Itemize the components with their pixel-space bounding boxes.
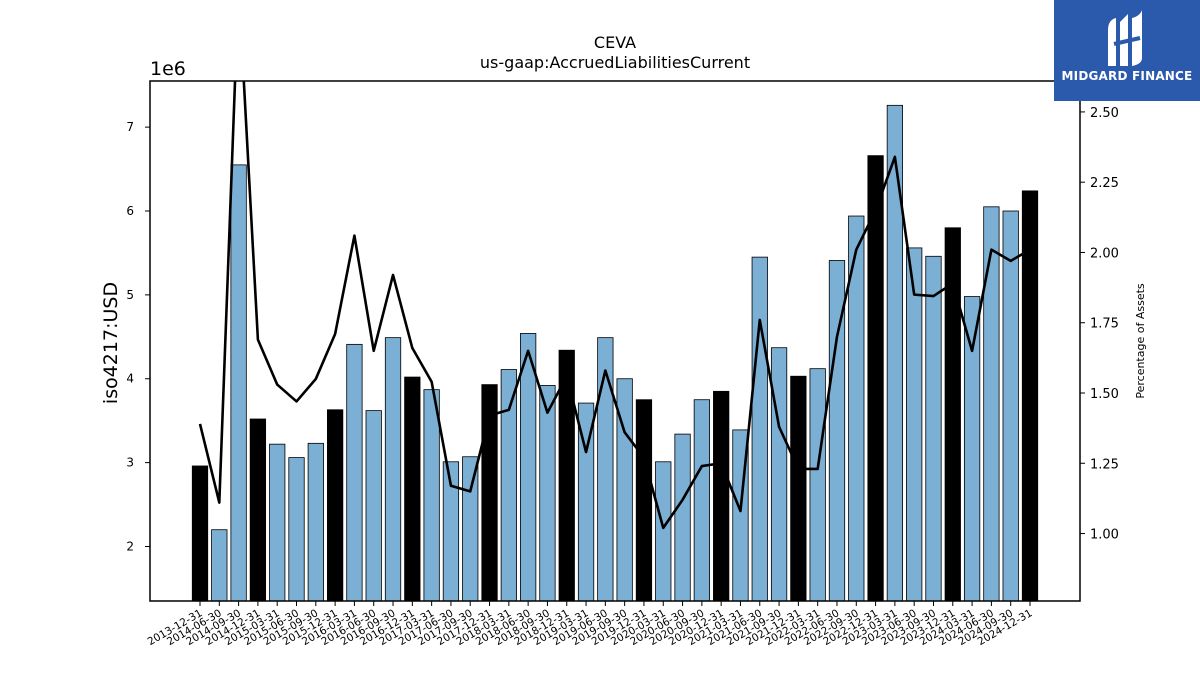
- bar-2023-09-30: [925, 255, 942, 601]
- bar-2015-12-31: [326, 409, 344, 601]
- bar-2017-06-30: [442, 461, 460, 601]
- bar-2015-09-30: [307, 442, 324, 601]
- plot-frame: [149, 80, 1081, 602]
- logo-text: MIDGARD FINANCE: [1061, 69, 1193, 83]
- y2-tick-label: 1.00: [1090, 528, 1119, 543]
- bar-2020-12-31: [713, 390, 730, 601]
- y2-tick-label: 2.25: [1090, 176, 1119, 191]
- bar-2016-12-31: [404, 376, 421, 601]
- midgard-logo-icon: [1108, 10, 1142, 66]
- bar-2016-09-30: [384, 337, 402, 601]
- bar-2019-06-30: [597, 337, 614, 601]
- x-ticks: 2013-12-312014-06-302014-09-302014-12-31…: [146, 601, 1035, 648]
- bar-2023-12-31: [944, 227, 961, 601]
- y2-tick-label: 2.00: [1090, 246, 1119, 261]
- bar-2023-03-31: [886, 104, 904, 601]
- bar-2024-06-30: [983, 206, 1000, 601]
- bar-2013-12-31: [191, 465, 209, 601]
- y2-ticks: 1.00 1.25 1.50 1.75 2.00 2.25 2.50: [1080, 106, 1119, 543]
- bar-2014-09-30: [230, 164, 247, 601]
- bar-2017-12-31: [481, 384, 498, 601]
- bar-2021-06-30: [751, 256, 768, 601]
- bar-2018-06-30: [520, 333, 537, 601]
- chart-title: CEVA: [594, 33, 636, 52]
- bar-2022-06-30: [828, 260, 846, 601]
- y2-tick-label: 1.75: [1090, 317, 1119, 332]
- bar-2024-09-30: [1002, 210, 1019, 601]
- bar-2018-03-31: [500, 369, 517, 601]
- y-offset-label: 1e6: [150, 58, 186, 80]
- y-tick-label: 4: [126, 372, 134, 386]
- bar-2023-06-30: [906, 247, 923, 601]
- midgard-finance-logo: MIDGARD FINANCE: [1054, 0, 1200, 101]
- bar-2019-03-31: [577, 402, 595, 601]
- y-tick-label: 5: [126, 288, 134, 302]
- y2-tick-label: 2.50: [1090, 106, 1119, 121]
- bar-2024-03-31: [963, 296, 981, 601]
- bar-2020-09-30: [693, 399, 710, 601]
- bar-2019-12-31: [635, 399, 653, 601]
- y-tick-label: 2: [126, 539, 134, 553]
- chart-subtitle: us-gaap:AccruedLiabilitiesCurrent: [480, 53, 750, 72]
- bar-2022-09-30: [848, 215, 865, 601]
- bar-2020-06-30: [674, 433, 691, 601]
- percentage-line: [198, 81, 1031, 530]
- bar-2024-12-31: [1021, 190, 1039, 601]
- y2-axis-label: Percentage of Assets: [1134, 283, 1147, 399]
- bar-2014-12-31: [249, 418, 267, 601]
- y-tick-label: 6: [126, 204, 134, 218]
- y-ticks: 2 3 4 5 6 7: [126, 120, 150, 553]
- bar-2016-03-31: [346, 343, 363, 601]
- bar-2018-09-30: [539, 385, 556, 601]
- y-tick-label: 7: [126, 120, 134, 134]
- y2-tick-label: 1.25: [1090, 457, 1119, 472]
- bar-2020-03-31: [655, 461, 672, 601]
- y-axis-label: iso4217:USD: [100, 282, 122, 404]
- bar-2018-12-31: [558, 349, 575, 601]
- bar-2017-09-30: [462, 456, 479, 601]
- bar-2016-06-30: [365, 410, 382, 601]
- bar-2022-03-31: [809, 368, 826, 601]
- bar-2019-09-30: [616, 378, 633, 601]
- y2-tick-label: 1.50: [1090, 387, 1119, 402]
- bar-2015-03-31: [269, 443, 286, 601]
- bar-2021-09-30: [770, 347, 788, 601]
- bar-2017-03-31: [423, 389, 440, 601]
- bars-group: [191, 104, 1039, 601]
- bar-2014-06-30: [211, 529, 228, 601]
- bar-2021-12-31: [790, 375, 807, 601]
- bar-2015-06-30: [288, 457, 305, 601]
- line-group: [198, 81, 1031, 530]
- y-tick-label: 3: [126, 456, 134, 470]
